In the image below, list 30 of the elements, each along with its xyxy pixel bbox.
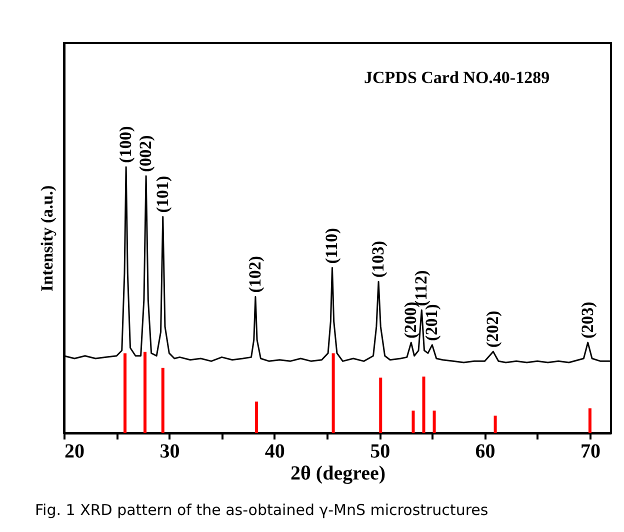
bar bbox=[412, 410, 415, 433]
bar bbox=[124, 353, 127, 433]
annotation: (201) bbox=[422, 304, 442, 341]
bar bbox=[422, 376, 426, 433]
annotation: (202) bbox=[483, 310, 502, 348]
annotation: (110) bbox=[322, 228, 342, 264]
bar bbox=[332, 353, 335, 433]
x-tick-label: 50 bbox=[370, 440, 390, 462]
x-axis-title: 2θ (degree) bbox=[290, 462, 386, 484]
x-tick-label: 60 bbox=[475, 440, 496, 462]
caption: Fig. 1 XRD pattern of the as-obtained γ-MnS microstructures bbox=[35, 501, 488, 519]
annotation: (103) bbox=[368, 240, 388, 278]
bar bbox=[432, 410, 436, 433]
bar bbox=[255, 402, 258, 433]
x-tick-label: 40 bbox=[264, 440, 285, 462]
annotation: (102) bbox=[245, 256, 264, 293]
x-tick-label: 70 bbox=[580, 440, 600, 462]
x-tick-label: 30 bbox=[160, 440, 180, 462]
bar bbox=[161, 368, 164, 433]
annotation: (002) bbox=[136, 135, 156, 172]
annotation: (100) bbox=[116, 126, 136, 163]
annotation: (101) bbox=[152, 176, 172, 213]
bar bbox=[379, 378, 382, 433]
x-tick-label: 20 bbox=[64, 440, 84, 462]
bar bbox=[494, 416, 497, 433]
bar bbox=[588, 408, 592, 433]
bar bbox=[144, 352, 146, 433]
y-axis-title: Intensity (a.u.) bbox=[38, 185, 56, 292]
text: JCPDS Card NO.40-1289 bbox=[364, 68, 550, 87]
annotation: (203) bbox=[578, 302, 597, 339]
